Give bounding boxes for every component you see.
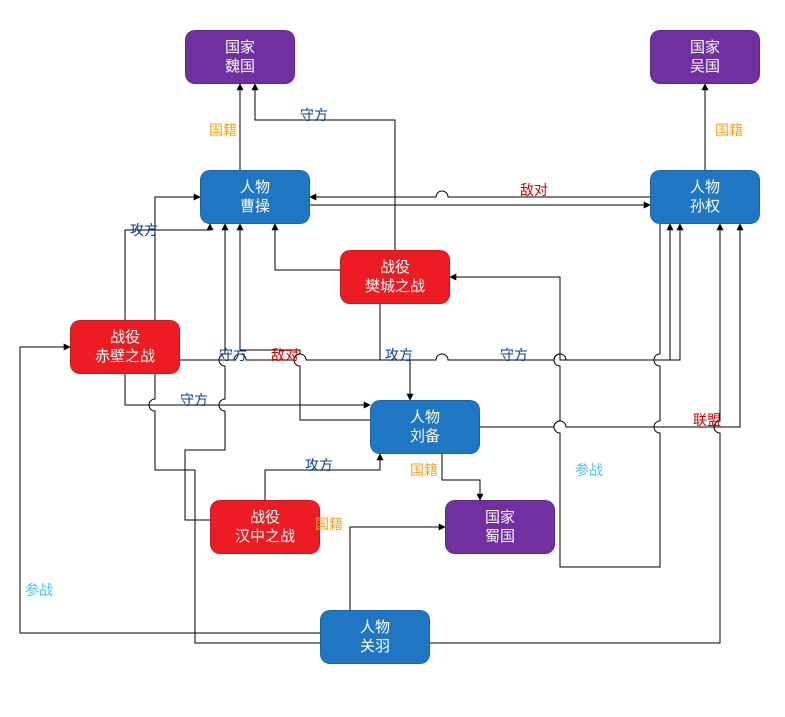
node-type-label: 战役: [250, 508, 280, 528]
edge: [275, 224, 340, 270]
node-chibi: 战役赤壁之战: [70, 320, 180, 374]
node-type-label: 人物: [690, 178, 720, 198]
node-wei: 国家魏国: [185, 30, 295, 84]
edge-label: 敌对: [271, 345, 299, 365]
node-name-label: 孙权: [690, 197, 720, 217]
node-name-label: 赤壁之战: [95, 347, 155, 367]
node-hanzhong: 战役汉中之战: [210, 500, 320, 554]
node-name-label: 关羽: [360, 637, 390, 657]
edge-label: 攻方: [305, 455, 333, 475]
edge: [310, 191, 650, 197]
edge: [149, 197, 320, 643]
node-type-label: 战役: [110, 328, 140, 348]
edge-label: 国籍: [410, 460, 438, 480]
node-name-label: 蜀国: [485, 527, 515, 547]
node-type-label: 国家: [485, 508, 515, 528]
node-type-label: 国家: [690, 38, 720, 58]
edge-label: 攻方: [385, 345, 413, 365]
node-type-label: 战役: [380, 258, 410, 278]
edge-label: 参战: [25, 580, 53, 600]
edge-label: 守方: [219, 345, 247, 365]
edge: [350, 527, 445, 610]
node-name-label: 汉中之战: [235, 527, 295, 547]
edge: [265, 454, 380, 500]
edge: [480, 224, 740, 427]
edge-label: 国籍: [715, 120, 743, 140]
edge: [380, 304, 410, 400]
node-wu: 国家吴国: [650, 30, 760, 84]
node-guanyu: 人物关羽: [320, 610, 430, 664]
edge-label: 参战: [575, 460, 603, 480]
edge-label: 守方: [500, 345, 528, 365]
node-sunquan: 人物孙权: [650, 170, 760, 224]
edge-label: 守方: [180, 390, 208, 410]
edge: [185, 224, 225, 520]
edge: [255, 84, 395, 250]
edge: [450, 224, 680, 360]
node-liubei: 人物刘备: [370, 400, 480, 454]
edge-label: 守方: [300, 105, 328, 125]
node-name-label: 刘备: [410, 427, 440, 447]
node-caocao: 人物曹操: [200, 170, 310, 224]
edge: [20, 347, 320, 633]
edge: [442, 454, 480, 500]
edge-label: 联盟: [693, 410, 721, 430]
node-fancheng: 战役樊城之战: [340, 250, 450, 304]
edge-label: 国籍: [209, 120, 237, 140]
diagram-canvas: 国家魏国国家吴国人物曹操人物孙权战役樊城之战战役赤壁之战人物刘备战役汉中之战国家…: [0, 0, 785, 717]
node-shu: 国家蜀国: [445, 500, 555, 554]
node-type-label: 国家: [225, 38, 255, 58]
node-name-label: 吴国: [690, 57, 720, 77]
node-name-label: 魏国: [225, 57, 255, 77]
node-type-label: 人物: [410, 408, 440, 428]
edge: [125, 224, 210, 320]
node-name-label: 曹操: [240, 197, 270, 217]
edge: [125, 374, 370, 405]
node-type-label: 人物: [360, 618, 390, 638]
edge-label: 攻方: [130, 220, 158, 240]
node-type-label: 人物: [240, 178, 270, 198]
edge-label: 敌对: [520, 180, 548, 200]
node-name-label: 樊城之战: [365, 277, 425, 297]
